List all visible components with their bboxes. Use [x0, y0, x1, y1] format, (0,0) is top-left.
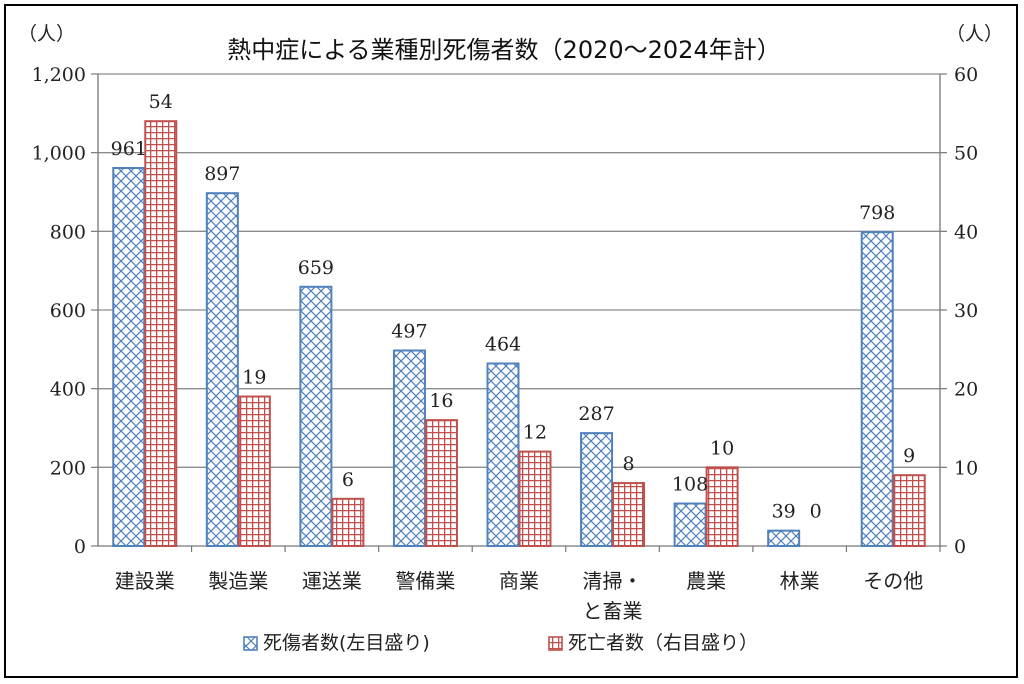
- left-tick-label: 800: [50, 221, 86, 243]
- bar-casualties: [673, 502, 707, 547]
- label-deaths: 6: [342, 469, 354, 491]
- right-tick-label: 10: [954, 457, 978, 479]
- bar-casualties: [392, 349, 426, 547]
- category-label: 建設業: [115, 569, 175, 593]
- left-tick-label: 200: [50, 457, 86, 479]
- chart-frame: 熱中症による業種別死傷者数（2020～2024年計） （人） （人） 0 200 4…: [4, 4, 1018, 678]
- label-deaths: 12: [523, 422, 547, 444]
- label-casualties: 108: [672, 474, 708, 496]
- bar-deaths: [518, 450, 552, 548]
- bar-deaths: [612, 482, 646, 548]
- label-deaths: 8: [623, 453, 635, 475]
- label-casualties: 897: [204, 163, 240, 185]
- label-casualties: 39: [772, 501, 796, 523]
- chart-title: 熱中症による業種別死傷者数（2020～2024年計）: [227, 36, 780, 64]
- category-label: 商業: [499, 569, 539, 593]
- label-casualties: 464: [485, 333, 521, 355]
- category-label: 警備業: [395, 569, 455, 593]
- legend-swatch-deaths: [548, 636, 563, 651]
- bar-casualties: [112, 167, 146, 548]
- label-deaths: 54: [149, 91, 173, 113]
- right-axis-ticks: 0 10 20 30 40 50 60: [954, 64, 978, 558]
- label-casualties: 659: [298, 257, 334, 279]
- legend-label-deaths: 死亡者数（右目盛り）: [568, 632, 758, 654]
- label-deaths: 16: [429, 390, 453, 412]
- bar-deaths: [237, 395, 271, 547]
- label-casualties: 798: [859, 202, 895, 224]
- label-casualties: 961: [111, 138, 147, 160]
- label-deaths: 10: [710, 437, 734, 459]
- bar-deaths: [892, 474, 926, 548]
- left-axis-unit: （人）: [18, 23, 75, 45]
- legend-swatch-casualties: [243, 636, 258, 651]
- category-label: 運送業: [302, 569, 362, 593]
- category-label: 農業: [686, 569, 726, 593]
- right-tick-label: 30: [954, 300, 978, 322]
- category-label: 製造業: [208, 569, 268, 593]
- category-label: その他: [863, 569, 923, 593]
- label-deaths: 0: [810, 501, 822, 523]
- bar-casualties: [299, 285, 333, 547]
- bar-casualties: [767, 529, 801, 547]
- bar-deaths: [705, 466, 739, 548]
- bar-casualties: [486, 362, 520, 548]
- label-deaths: 9: [903, 445, 915, 467]
- bar-casualties: [580, 432, 614, 548]
- left-tick-label: 1,000: [32, 143, 86, 165]
- left-tick-label: 600: [50, 300, 86, 322]
- right-tick-label: 50: [954, 143, 978, 165]
- legend-label-casualties: 死傷者数(左目盛り): [263, 632, 430, 654]
- label-casualties: 497: [391, 321, 427, 343]
- category-label: 清掃・: [583, 569, 643, 593]
- right-axis-unit: （人）: [946, 23, 1003, 45]
- bar-deaths: [331, 497, 365, 547]
- bar-deaths: [144, 120, 178, 547]
- right-tick-label: 20: [954, 379, 978, 401]
- category-label: と畜業: [583, 599, 643, 623]
- legend: 死傷者数(左目盛り) 死亡者数（右目盛り）: [243, 632, 758, 654]
- label-deaths: 19: [242, 367, 266, 389]
- left-axis-ticks: 0 200 400 600 800 1,000 1,200: [32, 64, 86, 558]
- left-tick-label: 0: [74, 536, 86, 558]
- right-tick-label: 60: [954, 64, 978, 86]
- bar-casualties: [860, 231, 894, 547]
- left-tick-label: 1,200: [32, 64, 86, 86]
- heatstroke-bar-chart: 熱中症による業種別死傷者数（2020～2024年計） （人） （人） 02004…: [18, 23, 1003, 654]
- bar-deaths: [424, 419, 458, 547]
- category-label: 林業: [780, 569, 820, 593]
- right-tick-label: 0: [954, 536, 966, 558]
- bar-casualties: [205, 192, 239, 547]
- label-casualties: 287: [578, 403, 614, 425]
- left-tick-label: 400: [50, 379, 86, 401]
- bars: [112, 120, 926, 548]
- category-labels: 建設業 製造業 運送業 警備業 商業 清掃・と畜業 農業 林業 その他: [115, 569, 923, 623]
- right-tick-label: 40: [954, 221, 978, 243]
